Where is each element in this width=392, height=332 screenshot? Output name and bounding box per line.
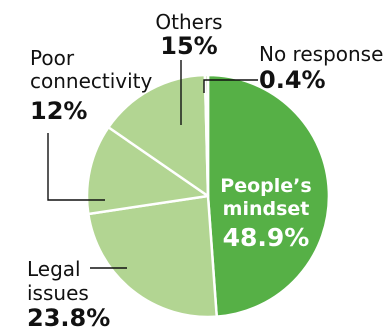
slice-label-peoples-mindset: People’s mindset 48.9% (220, 175, 311, 252)
pie-slice-legal-issues (87, 194, 218, 319)
slice-label-others: Others 15% (155, 10, 222, 60)
pie-slice-others (107, 73, 210, 198)
leader-lines (47, 60, 258, 269)
slice-label-legal-issues: Legal issues 23.8% (27, 257, 110, 332)
slice-value: 12% (30, 97, 87, 125)
slice-name-line-2: issues (27, 281, 89, 305)
slice-value: 15% (160, 32, 217, 60)
slice-name-line-1: Poor (30, 46, 75, 70)
slice-name-line-1: Legal (27, 257, 81, 281)
slice-value: 48.9% (223, 223, 310, 252)
pie-slice-no-response (203, 73, 210, 198)
slice-value: 23.8% (27, 304, 110, 332)
slice-name-line-2: connectivity (30, 69, 153, 93)
pie-slice-poor-connectivity (85, 126, 210, 216)
slice-name: Others (155, 10, 222, 34)
leader-line-no-response (203, 79, 258, 93)
pie-slices (85, 73, 331, 319)
slice-value: 0.4% (259, 66, 326, 94)
pie-slice-peoples-mindset (206, 73, 331, 318)
slice-label-no-response: No response 0.4% (259, 42, 383, 94)
leader-line-poor-connectivity (47, 133, 105, 201)
slice-name: No response (259, 42, 383, 66)
slice-name-line-2: mindset (223, 198, 310, 220)
slice-name-line-1: People’s (220, 175, 311, 197)
slice-label-poor-connectivity: Poor connectivity 12% (30, 46, 153, 125)
